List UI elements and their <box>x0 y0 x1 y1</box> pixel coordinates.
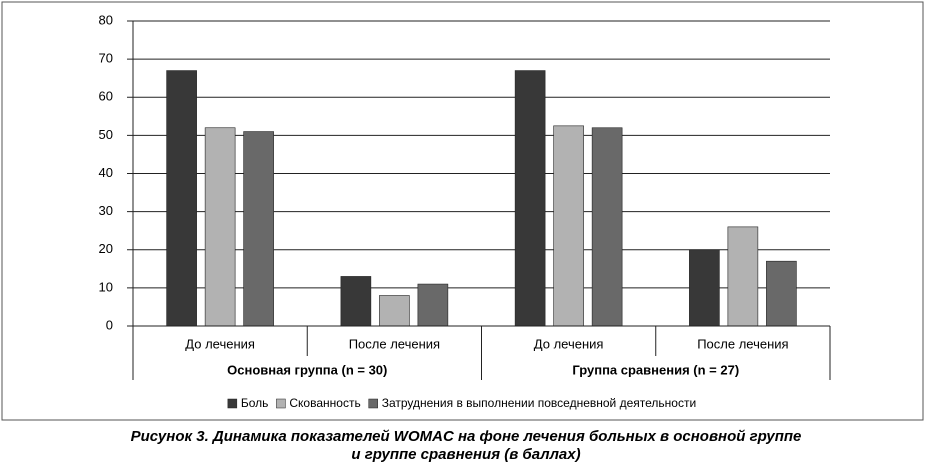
group-label: Основная группа (n = 30) <box>227 362 387 377</box>
x-tick-label: После лечения <box>349 336 440 351</box>
legend-label: Затруднения в выполнении повседневной де… <box>382 396 696 410</box>
legend-swatch <box>227 398 238 409</box>
y-tick-label: 10 <box>99 279 113 294</box>
bar <box>553 125 584 327</box>
bar <box>166 70 197 327</box>
bar <box>766 260 797 327</box>
caption: и группе сравнения (в баллах) <box>351 446 580 463</box>
bar <box>591 127 623 327</box>
x-tick-label: До лечения <box>534 336 604 351</box>
y-tick-label: 30 <box>99 203 113 218</box>
bar <box>689 249 720 327</box>
x-tick-label: До лечения <box>185 336 255 351</box>
y-tick-label: 40 <box>99 165 113 180</box>
bar <box>379 295 410 327</box>
legend-label: Боль <box>241 396 269 410</box>
legend-swatch <box>276 398 286 409</box>
y-tick-label: 50 <box>99 127 113 142</box>
bar <box>727 226 759 327</box>
legend-swatch <box>368 398 378 409</box>
y-tick-label: 60 <box>99 89 113 104</box>
y-tick-label: 0 <box>106 317 113 332</box>
bar <box>514 70 546 327</box>
y-tick-label: 20 <box>99 241 113 256</box>
bar <box>243 131 274 327</box>
group-label: Группа сравнения (n = 27) <box>572 362 739 377</box>
x-tick-label: После лечения <box>697 336 788 351</box>
caption: Рисунок 3. Динамика показателей WOMAC на… <box>131 428 802 445</box>
bar <box>340 276 372 327</box>
legend-label: Скованность <box>289 396 360 410</box>
bar <box>417 283 449 327</box>
y-tick-label: 70 <box>99 51 113 66</box>
bar <box>204 127 236 327</box>
y-tick-label: 80 <box>99 12 113 27</box>
frame <box>1 1 924 421</box>
